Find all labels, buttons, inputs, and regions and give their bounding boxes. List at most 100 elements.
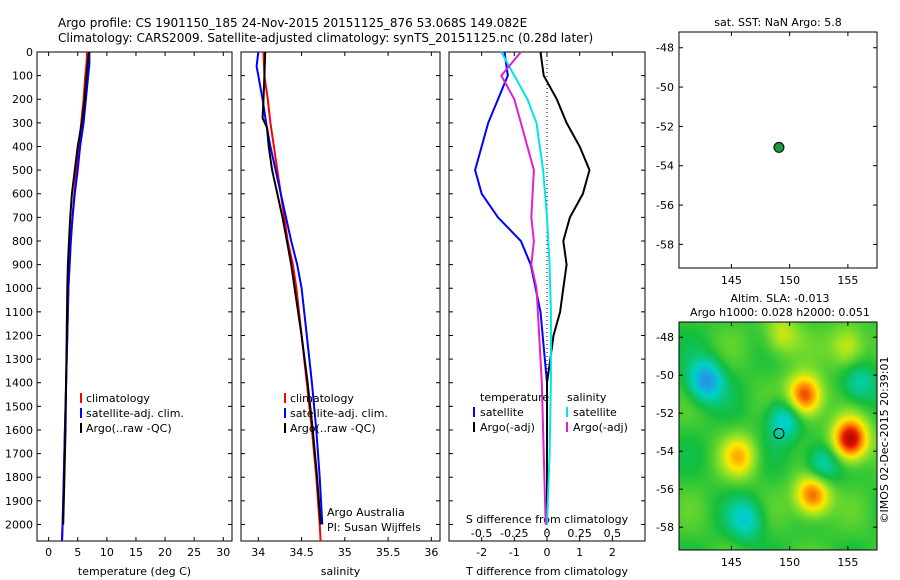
depth-tick-label: 1600 [5,424,33,437]
temperature-xtick-label: 20 [158,546,172,559]
temperature-panel: 0100200300400500600700800900100011001200… [5,46,233,578]
difference-xtick-label: 1 [576,546,583,559]
temperature-xtick-label: 10 [100,546,114,559]
depth-tick-label: 1700 [5,448,33,461]
annotation-pi: PI: Susan Wijffels [327,521,421,534]
sla_map-xtick-label: 150 [779,556,800,569]
temperature-xtick-label: 25 [187,546,201,559]
sla_map-frame [678,321,878,551]
difference-series-argo-adj- [539,51,591,525]
salinity-xtick-label: 34.5 [289,546,314,559]
depth-tick-label: 1100 [5,306,33,319]
sla_map-ytick-label: -56 [656,483,674,496]
temperature-xtick-label: 15 [129,546,143,559]
temperature-frame [36,51,233,542]
legend-title-salinity: salinity [567,391,607,404]
depth-tick-label: 100 [12,70,33,83]
difference-top-tick-label: 0.5 [604,527,622,540]
legend-title-temperature: temperature [480,391,549,404]
difference-top-tick-label: 0 [544,527,551,540]
sst_map-xtick-label: 150 [779,274,800,287]
difference-xtick-label: 2 [609,546,616,559]
sst_map-ytick-label: -58 [656,238,674,251]
legend-label: satellite-adj. clim. [290,407,388,420]
legend-label: Argo(-adj) [480,421,535,434]
depth-tick-label: 1500 [5,400,33,413]
sla_map-ytick-label: -54 [656,445,674,458]
sst_map-xtick-label: 145 [721,274,742,287]
salinity-panel: 34 34.5 35 35.5 36 salinity climatology satelli… [240,51,441,578]
sst_map-ytick-label: -54 [656,160,674,173]
salinity-xtick-label: 35.5 [376,546,401,559]
depth-tick-label: 500 [12,164,33,177]
temperature-series-satellite-adj-clim- [61,52,91,542]
legend-label: Argo(..raw -QC) [86,422,172,435]
header-line1: Argo profile: CS 1901150_185 24-Nov-2015… [58,16,527,30]
header-line2: Climatology: CARS2009. Satellite-adjuste… [58,31,593,45]
difference-xlabel: T difference from climatology [465,565,628,578]
depth-tick-label: 1800 [5,471,33,484]
temperature-series-argo-raw-qc- [62,51,90,525]
difference-xtick-label: 0 [544,546,551,559]
difference-series-satellite [500,51,552,525]
legend-label: satellite [573,406,617,419]
sla-heatmap-field [679,322,877,550]
plots: 0100200300400500600700800900100011001200… [5,16,891,578]
credit-timestamp: ©IMOS 02-Dec-2015 20:39:01 [878,357,891,524]
depth-tick-label: 1300 [5,353,33,366]
difference-series-satellite [474,51,548,525]
sst-map-title: sat. SST: NaN Argo: 5.8 [714,16,841,29]
depth-tick-label: 2000 [5,518,33,531]
sla_map-xtick-label: 145 [721,556,742,569]
sla-map-title-1: Altim. SLA: -0.013 [730,292,829,305]
salinity-series-climatology [262,51,322,542]
sst_map-panel: 145 150 155 -48 -50 -52 -54 -56 -58 sat. SST: NaN… [656,16,878,287]
depth-tick-label: 200 [12,93,33,106]
sla_map-xtick-label: 155 [837,556,858,569]
sla_map-ytick-label: -50 [656,369,674,382]
temperature-xtick-label: 30 [216,546,230,559]
depth-tick-label: 1200 [5,329,33,342]
legend-label: climatology [290,392,354,405]
depth-tick-label: 1000 [5,282,33,295]
legend-label: Argo(-adj) [573,421,628,434]
depth-tick-label: 800 [12,235,33,248]
temperature-xtick-label: 0 [45,546,52,559]
legend-label: satellite [480,406,524,419]
salinity-series-argo-raw-qc- [261,51,322,525]
difference-top-tick-label: -0.25 [500,527,528,540]
annotation-institution: Argo Australia [327,506,405,519]
legend-label: satellite-adj. clim. [86,407,184,420]
sla-map-title-2: Argo h1000: 0.028 h2000: 0.051 [690,306,870,319]
depth-tick-label: 1400 [5,377,33,390]
difference-top-tick-label: 0.25 [567,527,592,540]
salinity-xtick-label: 34 [251,546,265,559]
sst_map-frame [678,31,878,269]
sla_map-ytick-label: -48 [656,331,674,344]
argo-position-marker [773,427,785,439]
depth-tick-label: 400 [12,140,33,153]
sst_map-ytick-label: -50 [656,81,674,94]
sla_map-ytick-label: -58 [656,521,674,534]
legend-label: Argo(..raw -QC) [290,422,376,435]
sla_map-ytick-label: -52 [656,407,674,420]
temperature-xlabel: temperature (deg C) [78,565,191,578]
depth-tick-label: 1900 [5,495,33,508]
depth-tick-label: 700 [12,211,33,224]
salinity-xlabel: salinity [321,565,361,578]
difference-xtick-label: -2 [476,546,487,559]
sst_map-ytick-label: -48 [656,42,674,55]
depth-tick-label: 300 [12,117,33,130]
salinity-frame [240,51,441,542]
depth-tick-label: 0 [26,46,33,59]
difference-series-argo-adj- [500,51,547,525]
difference-top-tick-label: -0.5 [471,527,492,540]
depth-tick-label: 900 [12,259,33,272]
sst_map-ytick-label: -56 [656,199,674,212]
depth-tick-label: 600 [12,188,33,201]
difference-xtick-label: -1 [509,546,520,559]
sst_map-xtick-label: 155 [837,274,858,287]
